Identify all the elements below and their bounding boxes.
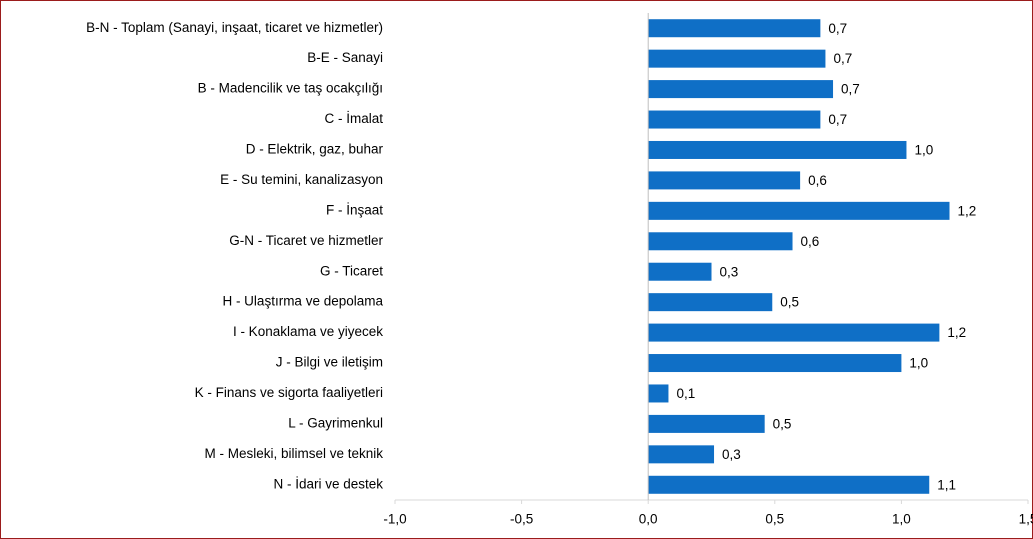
- x-tick-label: 1,0: [892, 512, 911, 527]
- value-label: 0,6: [801, 234, 820, 249]
- bar: [648, 232, 793, 251]
- bar: [648, 445, 715, 464]
- y-tick-label: G-N - Ticaret ve hizmetler: [229, 233, 383, 248]
- value-label: 1,2: [947, 325, 966, 340]
- y-tick-label: H - Ulaştırma ve depolama: [222, 294, 383, 309]
- x-tick-label: 0,0: [639, 512, 658, 527]
- bar: [648, 262, 712, 281]
- y-tick-label: L - Gayrimenkul: [288, 415, 383, 430]
- y-tick-label: D - Elektrik, gaz, buhar: [246, 142, 384, 157]
- bar: [648, 475, 930, 494]
- y-tick-label: B-N - Toplam (Sanayi, inşaat, ticaret ve…: [86, 20, 383, 35]
- y-tick-label: C - İmalat: [324, 111, 383, 126]
- y-tick-label: G - Ticaret: [320, 263, 383, 278]
- x-tick-label: -0,5: [510, 512, 533, 527]
- value-label: 0,7: [833, 51, 852, 66]
- bar: [648, 110, 821, 129]
- x-tick-label: -1,0: [383, 512, 406, 527]
- y-tick-label: K - Finans ve sigorta faaliyetleri: [195, 385, 383, 400]
- value-label: 0,5: [780, 295, 799, 310]
- bar: [648, 140, 907, 159]
- value-label: 0,3: [720, 264, 739, 279]
- y-tick-label: N - İdari ve destek: [273, 476, 383, 491]
- bar: [648, 293, 773, 312]
- value-label: 0,7: [841, 82, 860, 97]
- value-label: 1,0: [909, 356, 928, 371]
- bar: [648, 384, 669, 403]
- bar: [648, 49, 826, 68]
- y-tick-label: M - Mesleki, bilimsel ve teknik: [204, 446, 383, 461]
- x-tick-label: 1,5: [1019, 512, 1033, 527]
- y-tick-label: I - Konaklama ve yiyecek: [233, 324, 383, 339]
- bar: [648, 323, 940, 342]
- value-label: 0,3: [722, 447, 741, 462]
- value-label: 1,2: [958, 203, 977, 218]
- value-label: 0,7: [828, 112, 847, 127]
- bar: [648, 80, 834, 99]
- x-tick-label: 0,5: [765, 512, 784, 527]
- y-tick-label: B - Madencilik ve taş ocakçılığı: [198, 81, 383, 96]
- value-label: 0,7: [828, 21, 847, 36]
- bar: [648, 19, 821, 38]
- y-tick-label: B-E - Sanayi: [307, 50, 383, 65]
- value-label: 1,0: [914, 143, 933, 158]
- bar: [648, 171, 801, 190]
- value-label: 0,5: [773, 416, 792, 431]
- value-label: 0,6: [808, 173, 827, 188]
- value-label: 0,1: [676, 386, 695, 401]
- bar: [648, 414, 765, 433]
- y-tick-label: E - Su temini, kanalizasyon: [220, 172, 383, 187]
- y-tick-label: F - İnşaat: [326, 202, 383, 217]
- bar: [648, 354, 902, 373]
- y-tick-label: J - Bilgi ve iletişim: [276, 355, 383, 370]
- value-label: 1,1: [937, 477, 956, 492]
- bar: [648, 201, 950, 220]
